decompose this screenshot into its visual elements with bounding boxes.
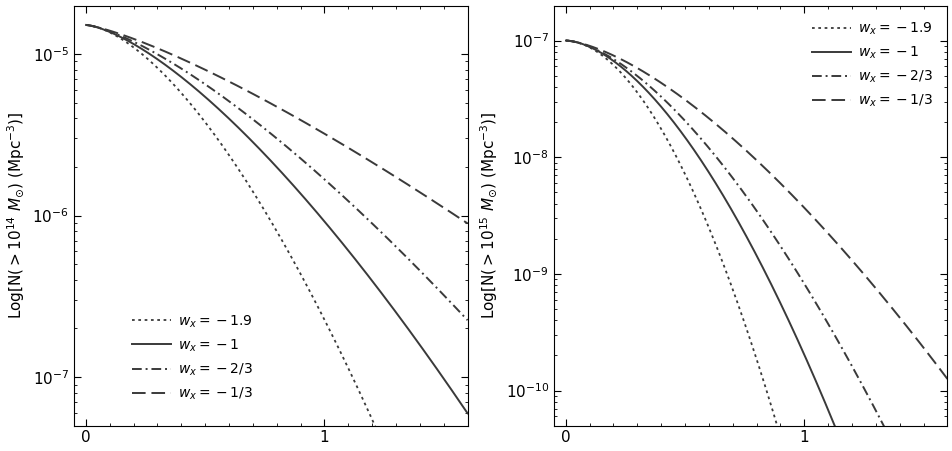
Y-axis label: Log[N($>10^{14}\ M_{\odot}$) (Mpc$^{-3}$)]: Log[N($>10^{14}\ M_{\odot}$) (Mpc$^{-3}$… (6, 112, 27, 319)
Y-axis label: Log[N($>10^{15}\ M_{\odot}$) (Mpc$^{-3}$)]: Log[N($>10^{15}\ M_{\odot}$) (Mpc$^{-3}$… (478, 112, 500, 319)
Legend: $w_x = -1.9$, $w_x = -1$, $w_x=-2/3$, $w_x=-1/3$: $w_x = -1.9$, $w_x = -1$, $w_x=-2/3$, $w… (132, 313, 252, 402)
Legend: $w_x=-1.9$, $w_x=-1$, $w_x=-2/3$, $w_x=-1/3$: $w_x=-1.9$, $w_x=-1$, $w_x=-2/3$, $w_x=-… (811, 21, 932, 110)
